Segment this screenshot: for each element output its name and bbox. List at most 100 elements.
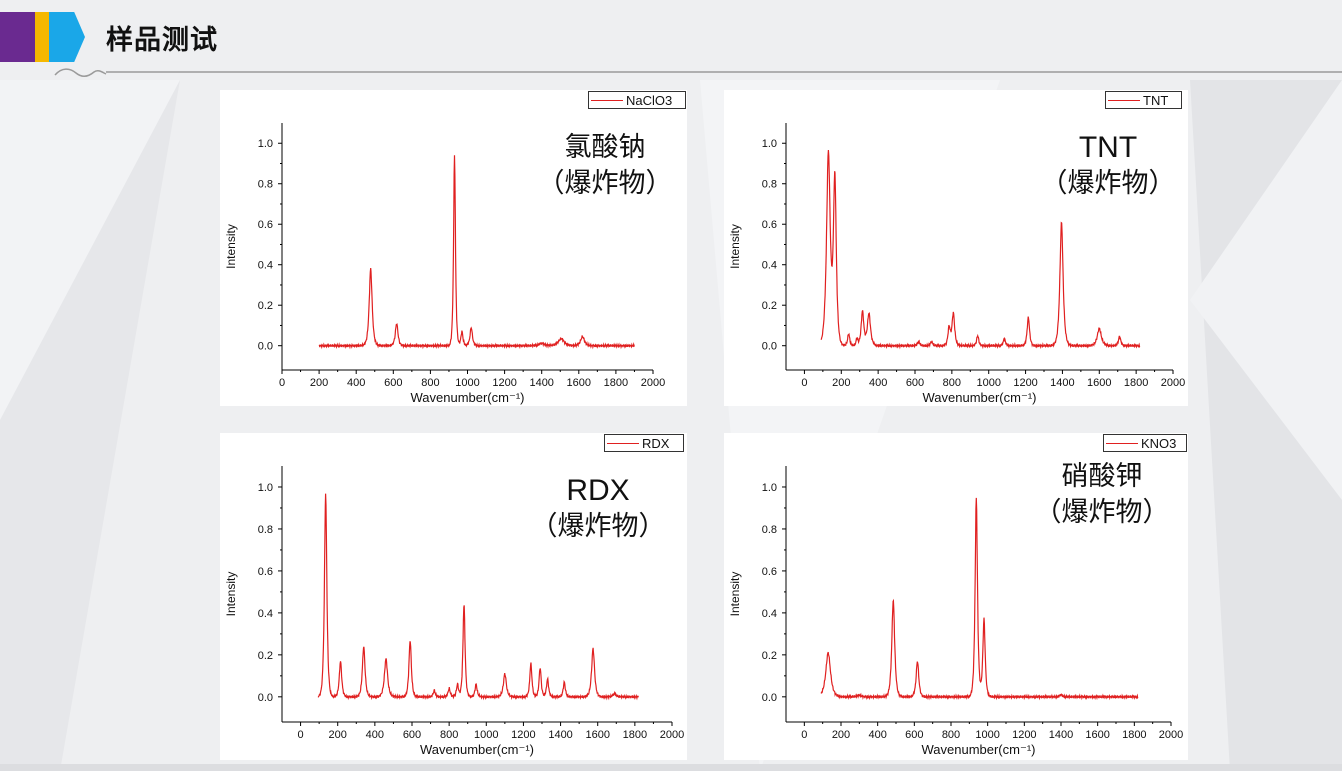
x-tick-label: 1400: [529, 377, 553, 389]
chart-naclo3: 0 200 400 600 800 1000 1200 1400 1600 1800 2000 0.0…: [224, 123, 665, 405]
annotation-subtitle: （爆炸物）: [537, 168, 673, 199]
spectrum-series-line: [318, 155, 635, 350]
annotation-tnt: TNT （爆炸物）: [1028, 130, 1188, 202]
x-tick-label: 800: [421, 377, 439, 389]
x-tick-label: 1600: [1087, 377, 1111, 389]
x-tick-label: 0: [279, 377, 285, 389]
x-tick-label: 1800: [623, 729, 647, 741]
x-tick-label: 400: [868, 729, 886, 741]
legend-naclo3: NaClO3: [588, 91, 686, 109]
annotation-title: 氯酸钠: [564, 132, 646, 163]
page-title: 样品测试: [106, 25, 218, 56]
x-tick-label: 800: [942, 729, 960, 741]
x-tick-label: 2000: [660, 729, 684, 741]
y-tick-label: 0.6: [258, 566, 273, 578]
chart-tnt: 0 200 400 600 800 1000 1200 1400 1600 1800 2000 0.0…: [728, 123, 1185, 405]
y-tick-label: 1.0: [762, 482, 777, 494]
y-axis-label: Intensity: [224, 224, 238, 269]
legend-line-swatch: [1106, 442, 1138, 444]
y-tick-label: 0.2: [762, 300, 777, 312]
x-tick-label: 1000: [976, 377, 1000, 389]
x-tick-label: 1200: [511, 729, 535, 741]
annotation-title: RDX: [566, 474, 630, 507]
x-tick-label: 2000: [1159, 729, 1183, 741]
x-tick-label: 600: [906, 377, 924, 389]
x-axis-label: Wavenumber(cm⁻¹): [922, 390, 1036, 405]
y-tick-label: 0.0: [258, 341, 273, 353]
legend-label: RDX: [642, 435, 670, 451]
legend-label: NaClO3: [626, 92, 673, 108]
y-axis-label: Intensity: [224, 572, 238, 617]
x-tick-label: 600: [905, 729, 923, 741]
legend-line-swatch: [591, 99, 623, 101]
x-tick-label: 200: [329, 729, 347, 741]
x-tick-label: 2000: [641, 377, 665, 389]
header-stripe-purple: [0, 12, 35, 62]
legend-label: KNO3: [1141, 435, 1177, 451]
x-tick-label: 1200: [1013, 377, 1037, 389]
x-tick-label: 200: [310, 377, 328, 389]
x-tick-label: 1600: [567, 377, 591, 389]
x-tick-label: 2000: [1161, 377, 1185, 389]
x-tick-label: 1600: [1085, 729, 1109, 741]
chart-rdx: 0 200 400 600 800 1000 1200 1400 1600 1800 2000 0.0…: [224, 466, 684, 757]
slide-header: 样品测试: [0, 0, 1342, 90]
annotation-kno3: 硝酸钾 （爆炸物）: [1022, 459, 1182, 531]
x-tick-label: 800: [943, 377, 961, 389]
y-tick-label: 0.8: [762, 179, 777, 191]
x-tick-label: 1400: [1049, 729, 1073, 741]
x-tick-label: 200: [832, 377, 850, 389]
x-tick-label: 1800: [1122, 729, 1146, 741]
spectrum-series-line: [317, 493, 639, 701]
y-tick-label: 0.4: [258, 260, 273, 272]
x-tick-label: 0: [801, 377, 807, 389]
annotation-title: TNT: [1078, 131, 1138, 164]
y-tick-label: 0.2: [258, 300, 273, 312]
x-tick-label: 800: [440, 729, 458, 741]
y-tick-label: 0.8: [258, 179, 273, 191]
y-tick-label: 0.0: [762, 692, 777, 704]
legend-line-swatch: [1108, 99, 1140, 101]
x-tick-label: 1400: [548, 729, 572, 741]
legend-tnt: TNT: [1105, 91, 1182, 109]
header-underline: [54, 68, 1342, 77]
chart-panel-kno3: 0 200 400 600 800 1000 1200 1400 1600 1800 2000 0.0…: [724, 433, 1188, 760]
annotation-title: 硝酸钾: [1061, 461, 1143, 492]
x-tick-label: 1000: [474, 729, 498, 741]
annotation-subtitle: （爆炸物）: [1034, 497, 1170, 528]
y-tick-label: 0.0: [258, 692, 273, 704]
legend-kno3: KNO3: [1103, 434, 1187, 452]
x-tick-label: 1800: [604, 377, 628, 389]
y-tick-label: 0.4: [258, 608, 273, 620]
legend-rdx: RDX: [604, 434, 684, 452]
y-tick-label: 1.0: [762, 138, 777, 150]
chart-panel-rdx: 0 200 400 600 800 1000 1200 1400 1600 1800 2000 0.0…: [220, 433, 687, 760]
x-tick-label: 1000: [455, 377, 479, 389]
x-tick-label: 400: [869, 377, 887, 389]
y-axis-label: Intensity: [728, 572, 742, 617]
y-tick-label: 0.4: [762, 608, 777, 620]
legend-line-swatch: [607, 442, 639, 444]
y-tick-label: 0.6: [762, 219, 777, 231]
x-tick-label: 1000: [975, 729, 999, 741]
x-tick-label: 600: [384, 377, 402, 389]
x-tick-label: 1800: [1124, 377, 1148, 389]
annotation-subtitle: （爆炸物）: [530, 511, 666, 542]
header-stripe-yellow: [35, 12, 49, 62]
y-axis-label: Intensity: [728, 224, 742, 269]
legend-label: TNT: [1143, 92, 1169, 108]
chart-kno3: 0 200 400 600 800 1000 1200 1400 1600 1800 2000 0.0…: [728, 466, 1183, 757]
x-tick-label: 0: [298, 729, 304, 741]
x-tick-label: 1200: [1012, 729, 1036, 741]
y-tick-label: 1.0: [258, 482, 273, 494]
y-tick-label: 0.6: [762, 566, 777, 578]
annotation-rdx: RDX （爆炸物）: [518, 473, 678, 545]
y-tick-label: 0.6: [258, 219, 273, 231]
x-tick-label: 400: [347, 377, 365, 389]
spectrum-series-line: [820, 497, 1139, 701]
y-tick-label: 1.0: [258, 138, 273, 150]
chart-panel-naclo3: 0 200 400 600 800 1000 1200 1400 1600 1800 2000 0.0…: [220, 90, 687, 406]
annotation-subtitle: （爆炸物）: [1040, 168, 1176, 199]
x-tick-label: 200: [832, 729, 850, 741]
y-tick-label: 0.8: [762, 524, 777, 536]
